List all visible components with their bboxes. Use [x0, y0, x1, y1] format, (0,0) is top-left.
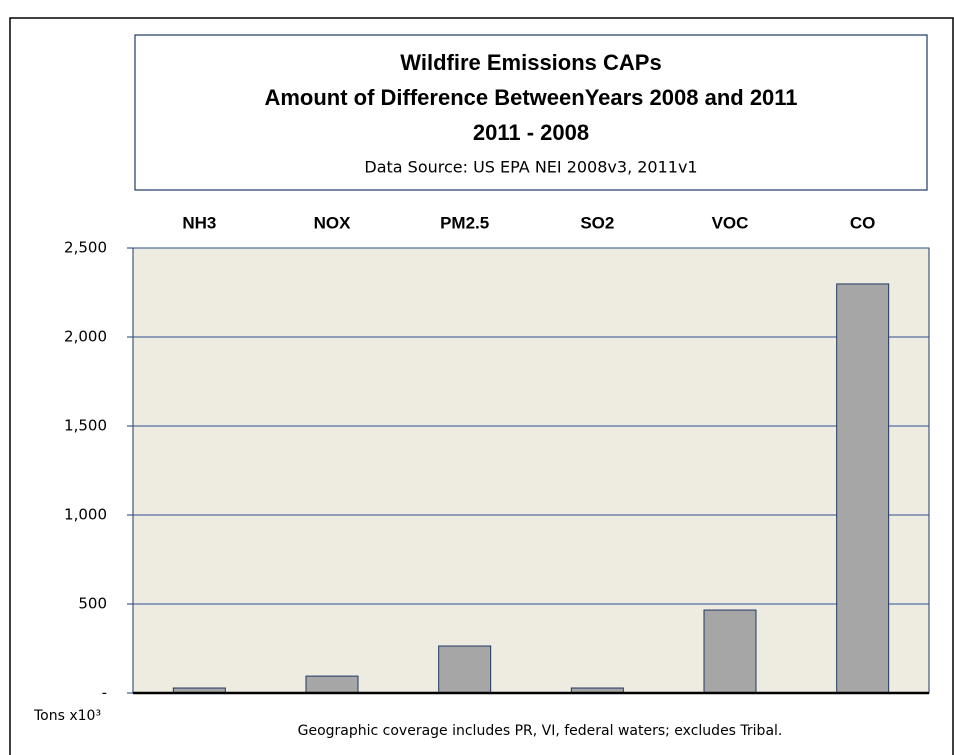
y-tick-label: - [102, 684, 107, 702]
y-tick-label: 500 [78, 595, 107, 613]
category-label: PM2.5 [440, 213, 489, 232]
title-box [134, 34, 928, 191]
y-tick-label: 1,500 [64, 417, 107, 435]
bar [836, 283, 890, 694]
chart-subtitle: Data Source: US EPA NEI 2008v3, 2011v1 [364, 158, 697, 177]
y-tick-label: 2,000 [64, 328, 107, 346]
bar [703, 609, 757, 694]
category-label: VOC [712, 213, 749, 232]
bar [305, 675, 359, 694]
category-label: SO2 [580, 213, 614, 232]
chart-title: 2011 - 2008 [473, 120, 589, 145]
y-tick-label: 2,500 [64, 239, 107, 257]
category-label: NOX [314, 213, 352, 232]
y-tick-label: 1,000 [64, 506, 107, 524]
chart-title: Wildfire Emissions CAPs [400, 50, 661, 75]
plot-area [132, 247, 930, 694]
category-label: NH3 [182, 213, 216, 232]
bar [438, 645, 492, 694]
y-axis-label: Tons x10³ [33, 708, 101, 724]
category-label: CO [850, 213, 876, 232]
footnote: Geographic coverage includes PR, VI, fed… [298, 723, 783, 739]
chart-title: Amount of Difference BetweenYears 2008 a… [264, 85, 797, 110]
